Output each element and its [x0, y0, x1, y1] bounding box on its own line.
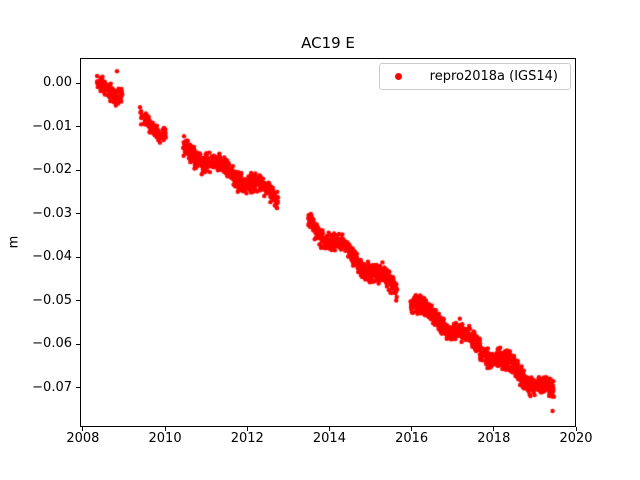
x-axis-tick-label: 2012 — [230, 431, 264, 446]
y-axis-tick-label: −0.02 — [32, 162, 72, 178]
x-axis-tick-label: 2014 — [312, 431, 346, 446]
y-axis-tick-label: −0.05 — [32, 292, 72, 308]
chart-title: AC19 E — [301, 34, 355, 52]
y-axis-label: m — [6, 235, 22, 249]
y-axis-tick-label: −0.06 — [32, 336, 72, 352]
x-axis-tick-label: 2010 — [148, 431, 182, 446]
y-axis-tick — [76, 126, 80, 128]
legend-marker-dot — [394, 73, 402, 80]
y-axis-tick-label: −0.04 — [32, 249, 72, 265]
y-axis-tick-label: 0.00 — [43, 75, 72, 90]
y-axis-tick — [76, 82, 80, 84]
x-axis-tick-label: 2018 — [477, 431, 511, 446]
legend-series-label: repro2018a (IGS14) — [429, 69, 558, 84]
x-axis-tick — [246, 427, 248, 431]
y-axis-tick-label: −0.01 — [32, 118, 72, 134]
x-axis-tick — [164, 427, 166, 431]
y-axis-tick — [76, 169, 80, 171]
x-axis-tick — [82, 427, 84, 431]
x-axis-tick — [328, 427, 330, 431]
x-axis-tick — [575, 427, 577, 431]
x-axis-tick-label: 2020 — [559, 431, 593, 446]
plot-area: repro2018a (IGS14) — [80, 58, 576, 427]
y-axis-tick — [76, 300, 80, 302]
y-axis-tick — [76, 213, 80, 215]
scatter-canvas — [81, 59, 575, 426]
y-axis-tick — [76, 387, 80, 389]
y-axis-tick-label: −0.03 — [32, 205, 72, 221]
x-axis-tick-label: 2008 — [66, 431, 100, 446]
x-axis-tick — [493, 427, 495, 431]
x-axis-tick-label: 2016 — [395, 431, 429, 446]
legend: repro2018a (IGS14) — [378, 63, 571, 90]
y-axis-tick — [76, 256, 80, 258]
x-axis-tick — [411, 427, 413, 431]
y-axis-tick-label: −0.07 — [32, 379, 72, 395]
y-axis-tick — [76, 343, 80, 345]
